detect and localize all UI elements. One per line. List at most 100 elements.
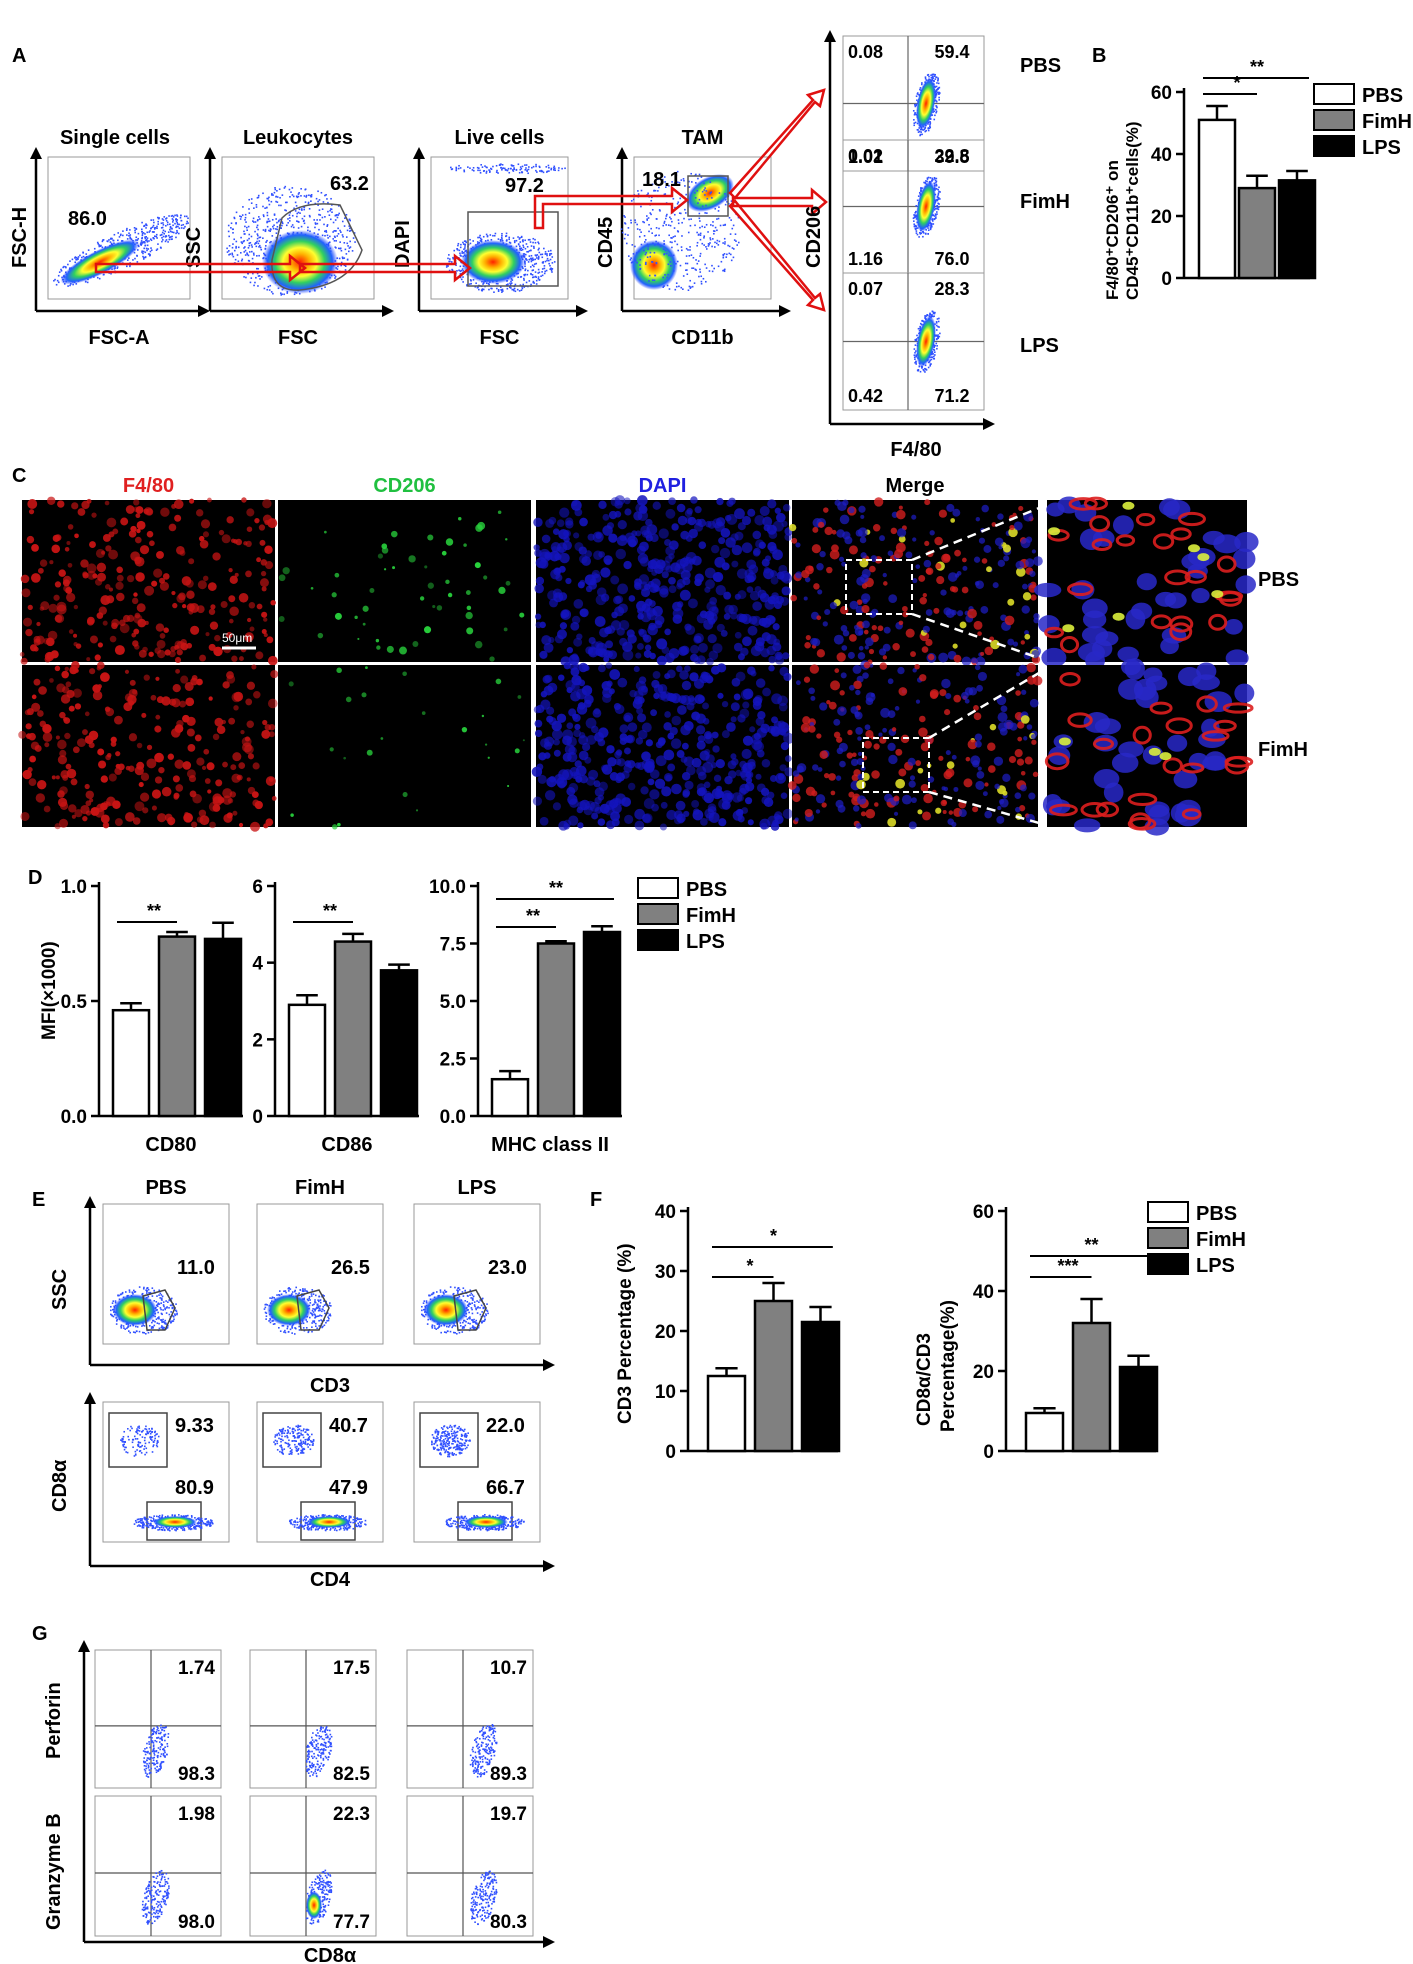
- g-lower-value-0-0: 98.3: [178, 1764, 215, 1785]
- panel-letter-E: E: [32, 1189, 45, 1211]
- chart1-bar-PBS: [111, 1008, 151, 1118]
- g-frame-0-1: [249, 1649, 377, 1789]
- d-legend-swatch-FimH: [637, 903, 679, 925]
- e-top-density-1: [267, 1294, 311, 1326]
- b-legend-label-PBS: PBS: [1362, 85, 1403, 107]
- c-img-cd206-FimH: [278, 665, 531, 830]
- a-quad-ylabel: CD206: [803, 206, 825, 268]
- g-lower-value-1-0: 98.0: [178, 1912, 215, 1933]
- c-zoom-line-top-FimH: [928, 671, 1040, 740]
- chart4-bar-FimH: [753, 1299, 794, 1453]
- f-legend-swatch-PBS: [1147, 1201, 1189, 1223]
- g-scatter-1-2: [470, 1870, 498, 1926]
- c-img-zoom-PBS: [1033, 496, 1259, 671]
- d-legend-label-FimH: FimH: [686, 905, 736, 927]
- g-upper-value-0-2: 10.7: [490, 1658, 527, 1679]
- a-quad-lr-0: 39.5: [934, 147, 969, 167]
- chart3-ytick-label-2: 5.0: [440, 992, 466, 1013]
- a-plot-3-y-arrow: [616, 147, 628, 159]
- chart0-sig-label-0: *: [1233, 73, 1240, 93]
- chart0-sig-label-1: **: [1250, 57, 1264, 77]
- e-bot-frame-2: [413, 1401, 541, 1543]
- chart4-ytick-label-0: 0: [665, 1442, 676, 1463]
- a2-gate: [467, 211, 559, 287]
- a-quad-group-2: LPS: [1020, 335, 1059, 357]
- chart3-ytick-label-0: 0.0: [440, 1107, 466, 1128]
- chart5-bar-LPS: [1118, 1365, 1159, 1453]
- g-scatter-0-0: [142, 1724, 170, 1778]
- e-top-y-arrow: [84, 1196, 96, 1208]
- a3-value: 18.1: [642, 169, 681, 191]
- a-quad-lr-1: 76.0: [934, 249, 969, 269]
- b-legend-swatch-PBS: [1313, 83, 1355, 105]
- a-plot-title-2: Live cells: [454, 127, 544, 149]
- a-plot-frame-2: [430, 156, 569, 300]
- panel-letter-F: F: [590, 1189, 602, 1211]
- chart4-ytick-label-2: 20: [655, 1322, 676, 1343]
- g-scatter-0-1: [305, 1726, 333, 1778]
- chart0-ytick-label-1: 20: [1151, 207, 1172, 228]
- chart0-ytick-label-0: 0: [1161, 269, 1172, 290]
- f-legend-swatch-LPS: [1147, 1253, 1189, 1275]
- a-quad-ur-0: 59.4: [934, 42, 969, 62]
- a-xlabel-3: CD11b: [671, 327, 733, 349]
- g-x-arrow: [543, 1936, 555, 1948]
- panel-letter-A: A: [12, 45, 26, 67]
- e-bot-gate-cd8-0: [108, 1412, 168, 1468]
- chart0-bar-LPS: [1277, 179, 1317, 280]
- chart5-ytick-label-0: 0: [983, 1442, 994, 1463]
- b-legend-swatch-LPS: [1313, 135, 1355, 157]
- g-scatter-1-0: [141, 1869, 170, 1925]
- chart5-bar-FimH: [1071, 1321, 1112, 1453]
- a-ylabel-0: FSC-H: [9, 207, 31, 268]
- b-ylabel-line2: CD45⁺CD11b⁺cells(%): [1123, 121, 1142, 300]
- c-img-merge-FimH: [787, 660, 1043, 830]
- a-xlabel-1: FSC: [278, 327, 318, 349]
- e-top-xlabel: CD3: [310, 1375, 350, 1397]
- a-ylabel-3: CD45: [595, 217, 617, 268]
- g-frame-1-2: [406, 1795, 534, 1937]
- e-top-density-2: [424, 1294, 468, 1326]
- chart5-ytick-label-3: 60: [973, 1202, 994, 1223]
- chart3-bar-FimH: [536, 942, 576, 1118]
- e-bot-x-arrow: [543, 1560, 555, 1572]
- f-legend-label-FimH: FimH: [1196, 1229, 1246, 1251]
- a-plot-1-x-arrow: [382, 305, 394, 317]
- e-bot-density-1: [307, 1516, 351, 1528]
- chart3-ytick-label-4: 10.0: [429, 877, 466, 898]
- a1-gate: [271, 203, 363, 291]
- a-arrow-6: [728, 199, 826, 312]
- e-bot-scatter-cd8-2: [430, 1424, 471, 1458]
- c-img-cd206-PBS: [278, 500, 531, 662]
- a-arrow-2: [298, 253, 473, 283]
- a-quad-group-0: PBS: [1020, 55, 1061, 77]
- e-top-value-0: 11.0: [177, 1257, 215, 1279]
- a-plot-0-x-arrow: [198, 305, 210, 317]
- a-plot-title-0: Single cells: [60, 127, 170, 149]
- e-top-x-arrow: [543, 1359, 555, 1371]
- f-legend-label-LPS: LPS: [1196, 1255, 1235, 1277]
- g-upper-value-1-2: 19.7: [490, 1804, 527, 1825]
- a-quad-density-0: [916, 77, 936, 130]
- chart3-sig-label-0: **: [526, 906, 540, 926]
- chart3-bar-LPS: [582, 930, 622, 1118]
- chart0-bar-FimH: [1237, 186, 1277, 280]
- c-row-label-FimH: FimH: [1258, 739, 1308, 761]
- a-quad-ul-2: 0.07: [848, 279, 883, 299]
- panel-letter-B: B: [1092, 45, 1106, 67]
- e-bot-cd8-value-0: 9.33: [175, 1415, 214, 1437]
- a-arrow-1: [94, 253, 308, 283]
- e-bot-cd8-value-2: 22.0: [486, 1415, 525, 1437]
- e-top-gate-1: [296, 1289, 330, 1331]
- a-arrow-5: [731, 187, 828, 217]
- g-lower-value-1-1: 77.7: [333, 1912, 370, 1933]
- e-bot-cd4-value-1: 47.9: [329, 1477, 368, 1499]
- e-bot-frame-0: [102, 1401, 230, 1543]
- chart3-bar-PBS: [490, 1077, 530, 1118]
- e-bot-scatter-cd8-1: [273, 1424, 315, 1455]
- a-quad-density-1: [916, 180, 936, 233]
- d-legend-label-LPS: LPS: [686, 931, 725, 953]
- g-ylabel-1: Granzyme B: [43, 1813, 65, 1930]
- chart1-ytick-label-2: 1.0: [61, 877, 87, 898]
